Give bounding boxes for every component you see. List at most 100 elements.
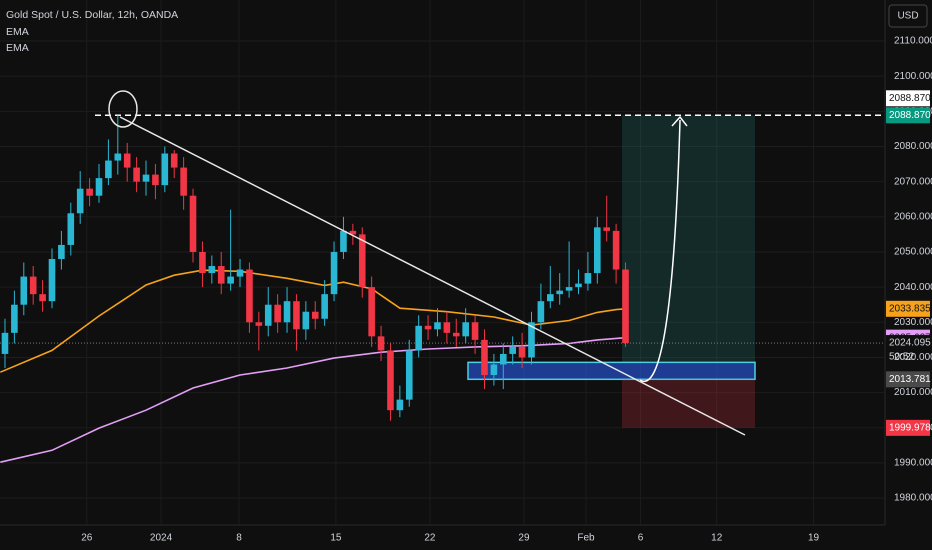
y-tick-label: 2050.000: [894, 247, 932, 258]
candle-body: [509, 346, 516, 354]
arrow-head: [671, 115, 688, 127]
candle-body: [434, 322, 441, 330]
x-tick-label: 22: [424, 533, 436, 544]
x-tick-label: 6: [638, 533, 644, 544]
candle-body: [67, 213, 75, 245]
y-tick-label: 2060.000: [894, 211, 932, 222]
candle-body: [20, 276, 28, 305]
y-tick-label: 2010.000: [894, 387, 932, 398]
highlight-circle: [108, 90, 138, 128]
candle-body: [358, 234, 366, 288]
candle-body: [264, 304, 272, 326]
candle-body: [368, 287, 375, 337]
candle-body: [528, 322, 535, 358]
candle-body: [246, 269, 253, 323]
x-tick-label: 15: [330, 533, 342, 544]
candle-body: [603, 227, 611, 231]
candle-body: [11, 304, 18, 333]
stop-zone: [622, 379, 755, 428]
candle-body: [443, 322, 451, 333]
x-tick-label: 2024: [150, 533, 173, 544]
x-tick-label: 12: [711, 533, 723, 544]
y-tick-label: 2070.000: [894, 176, 932, 187]
price-label: 2088.870: [889, 93, 931, 104]
candle-body: [537, 301, 545, 323]
candle-body: [462, 322, 469, 337]
candle-body: [311, 311, 319, 319]
candle-body: [612, 230, 620, 270]
currency[interactable]: USD: [897, 11, 918, 22]
candle-body: [236, 269, 244, 277]
position-zones: [95, 114, 885, 428]
candle-body: [387, 350, 394, 411]
candle-body: [274, 304, 281, 323]
candle-body: [293, 301, 300, 330]
y-tick-label: 2030.000: [894, 317, 932, 328]
candle-body: [622, 269, 629, 344]
x-tick-label: Feb: [577, 533, 595, 544]
candle-body: [76, 188, 84, 214]
candle-body: [95, 178, 103, 196]
candle-body: [594, 227, 601, 274]
candle-body: [133, 167, 140, 182]
price-label-box: [886, 335, 930, 352]
ema-line: [0, 336, 626, 463]
candle-body: [86, 188, 93, 196]
currency-button[interactable]: [888, 4, 928, 28]
candle-body: [208, 266, 216, 274]
x-tick-label: 29: [518, 533, 530, 544]
y-tick-label: 2080.000: [894, 141, 932, 152]
y-tick-label: 2100.000: [894, 71, 932, 82]
indicator-label: EMA: [6, 42, 29, 54]
indicator-label: EMA: [6, 26, 29, 38]
x-tick-label: 8: [236, 533, 242, 544]
candle-body: [546, 294, 554, 302]
candle-body: [180, 167, 187, 196]
price-label-box: [886, 90, 930, 107]
x-tick-label: 19: [808, 533, 820, 544]
price-label: 2088.870: [889, 110, 931, 121]
candle-body: [105, 160, 112, 179]
candle-body: [396, 399, 404, 411]
candle-body: [452, 332, 460, 337]
x-tick-label: 26: [81, 533, 93, 544]
axis: 1980.0001990.0002000.0002010.0002020.000…: [81, 36, 932, 544]
candle-body: [189, 195, 197, 252]
candle-body: [48, 258, 56, 302]
candle-body: [471, 322, 479, 340]
candle-body: [415, 325, 422, 351]
candle-body: [321, 294, 328, 319]
price-label-box: [886, 107, 930, 124]
candle-body: [490, 364, 498, 376]
entry-zone: [467, 361, 756, 381]
candle-body: [227, 276, 234, 284]
candle-body: [217, 266, 225, 284]
price-label: 2024.095: [889, 338, 931, 349]
price-label-box: [886, 300, 930, 317]
ema-line: [0, 269, 626, 373]
candle-body: [556, 290, 563, 295]
plot: [0, 115, 885, 463]
countdown: 50:52: [889, 352, 914, 363]
candle-body: [58, 244, 65, 259]
projection-arrow: [639, 119, 681, 383]
candle-body: [565, 287, 573, 291]
candle-body: [340, 230, 347, 252]
candle-body: [114, 153, 122, 161]
candle-body: [142, 174, 150, 182]
candle-body: [584, 273, 592, 284]
candle-body: [161, 153, 169, 186]
candle-body: [377, 336, 385, 351]
y-tick-label: 2040.000: [894, 282, 932, 293]
y-tick-label: 1980.000: [894, 493, 932, 504]
candle-body: [575, 283, 582, 288]
candle-body: [255, 322, 263, 326]
trend-line: [119, 116, 746, 436]
candle-body: [518, 346, 526, 358]
chart-title: Gold Spot / U.S. Dollar, 12h, OANDA: [6, 9, 178, 21]
candle-body: [152, 174, 159, 186]
candle-body: [302, 311, 310, 330]
price-label: 1999.978: [889, 422, 931, 433]
